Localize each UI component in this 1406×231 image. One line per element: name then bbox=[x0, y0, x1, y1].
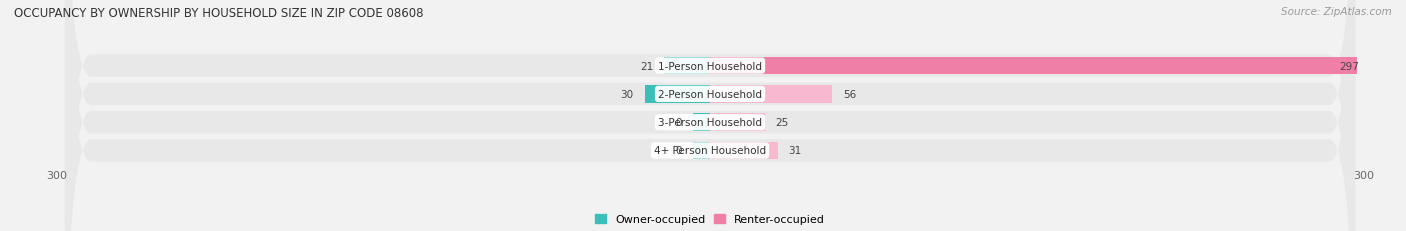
Bar bbox=[644, 86, 710, 103]
Bar bbox=[710, 86, 832, 103]
Legend: Owner-occupied, Renter-occupied: Owner-occupied, Renter-occupied bbox=[595, 214, 825, 224]
Text: 31: 31 bbox=[789, 146, 801, 156]
Text: 30: 30 bbox=[620, 89, 634, 100]
Bar bbox=[693, 142, 710, 160]
Text: OCCUPANCY BY OWNERSHIP BY HOUSEHOLD SIZE IN ZIP CODE 08608: OCCUPANCY BY OWNERSHIP BY HOUSEHOLD SIZE… bbox=[14, 7, 423, 20]
Bar bbox=[664, 58, 710, 75]
Text: 0: 0 bbox=[675, 146, 682, 156]
Text: Source: ZipAtlas.com: Source: ZipAtlas.com bbox=[1281, 7, 1392, 17]
Bar bbox=[693, 114, 710, 131]
Text: 1-Person Household: 1-Person Household bbox=[658, 61, 762, 71]
Bar bbox=[710, 58, 1357, 75]
Text: 21: 21 bbox=[640, 61, 654, 71]
FancyBboxPatch shape bbox=[65, 0, 1355, 231]
Bar bbox=[710, 142, 778, 160]
Text: 4+ Person Household: 4+ Person Household bbox=[654, 146, 766, 156]
Text: 56: 56 bbox=[844, 89, 856, 100]
Text: 3-Person Household: 3-Person Household bbox=[658, 118, 762, 128]
FancyBboxPatch shape bbox=[65, 0, 1355, 231]
Bar bbox=[710, 114, 765, 131]
Text: 25: 25 bbox=[776, 118, 789, 128]
FancyBboxPatch shape bbox=[65, 0, 1355, 231]
Text: 2-Person Household: 2-Person Household bbox=[658, 89, 762, 100]
Text: 0: 0 bbox=[675, 118, 682, 128]
FancyBboxPatch shape bbox=[65, 0, 1355, 231]
Text: 297: 297 bbox=[1340, 61, 1360, 71]
